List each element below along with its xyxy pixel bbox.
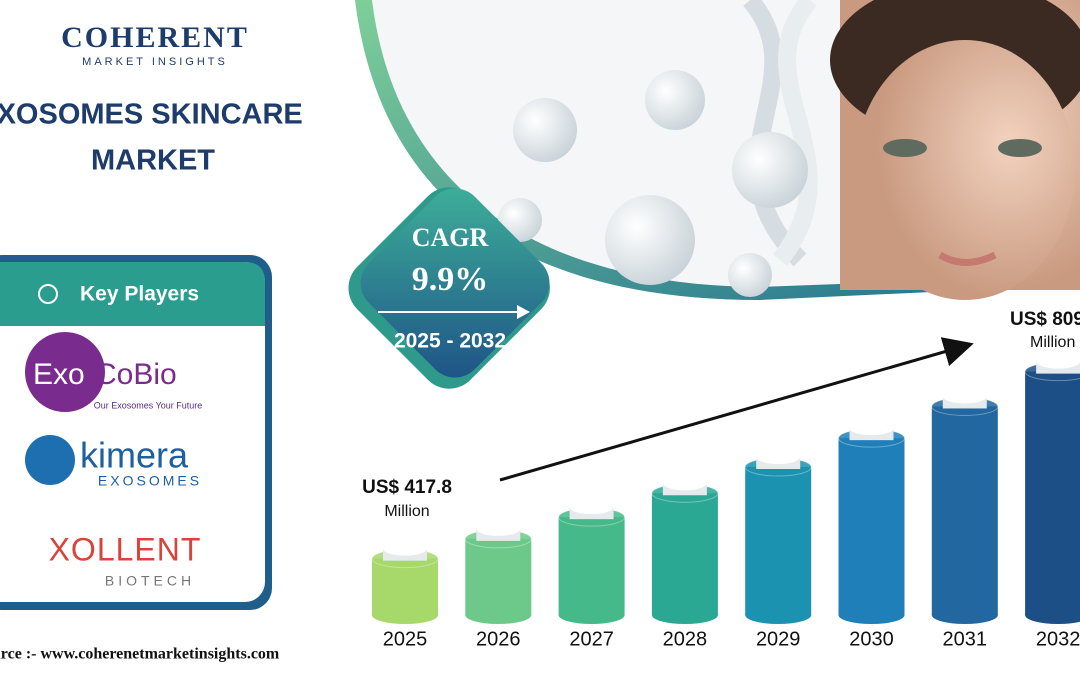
- x-tick-label: 2032: [1036, 628, 1080, 650]
- title: EXOSOMES SKINCARE: [0, 99, 303, 131]
- brand-sub: MARKET INSIGHTS: [82, 56, 228, 68]
- bar: [372, 558, 438, 615]
- x-tick-label: 2028: [663, 628, 708, 650]
- start-value-unit: Million: [384, 503, 429, 520]
- bar-cap-top: [476, 521, 521, 536]
- x-tick-label: 2029: [756, 628, 801, 650]
- bar: [558, 517, 625, 615]
- title: MARKET: [91, 145, 215, 177]
- bar-cap-top: [1036, 354, 1080, 369]
- cagr-value: 9.9%: [412, 261, 489, 298]
- cylinder: [838, 421, 905, 624]
- bar-cap-top: [383, 541, 427, 556]
- bar-chart: US$ 417.8 Million US$ 809 Million 2025 20…: [362, 309, 1080, 650]
- bar-cap-top: [756, 450, 801, 465]
- end-value-unit: Million: [1030, 334, 1075, 351]
- player-name: CoBio: [95, 358, 177, 391]
- bar-cap-top: [662, 476, 707, 491]
- x-tick-label: 2025: [383, 628, 428, 650]
- player-name: Exo: [33, 358, 85, 391]
- bar-cap-top: [569, 500, 614, 515]
- cylinder: [651, 476, 719, 624]
- panel-heading: Key Players: [80, 283, 199, 306]
- player-tagline: Our Exosomes Your Future: [94, 400, 203, 410]
- source: Source :- www.coherenetmarketinsights.co…: [0, 646, 280, 663]
- bar: [1025, 371, 1080, 615]
- x-tick-label: 2030: [849, 628, 894, 650]
- end-value-label: US$ 809: [1010, 309, 1080, 330]
- key-players-panel: Key Players Exo CoBio Our Exosomes Your …: [0, 255, 272, 610]
- cagr-period: 2025 - 2032: [394, 330, 506, 353]
- bar-cap-top: [849, 421, 894, 436]
- cylinder: [371, 541, 439, 624]
- bar: [745, 467, 812, 615]
- player-name: XOLLENT: [49, 531, 202, 567]
- start-value-label: US$ 417.8: [362, 477, 452, 498]
- cagr-badge: CAGR 9.9% 2025 - 2032: [348, 187, 550, 389]
- cylinder: [1024, 354, 1080, 624]
- x-tick-label: 2026: [476, 628, 521, 650]
- cagr-label: CAGR: [412, 223, 489, 252]
- cylinder: [931, 389, 999, 624]
- trend-arrow: [499, 337, 974, 482]
- player-sub: EXOSOMES: [98, 473, 202, 489]
- hero-image: [355, 0, 1080, 300]
- x-tick-label: 2031: [943, 628, 988, 650]
- cylinder: [744, 450, 812, 624]
- bar: [465, 538, 532, 615]
- bar-cap-top: [942, 389, 987, 404]
- player-name: kimera: [80, 435, 189, 476]
- bar: [931, 406, 998, 615]
- bar: [838, 438, 905, 615]
- x-tick-label: 2027: [569, 628, 614, 650]
- bar: [651, 493, 718, 615]
- cylinder: [464, 521, 532, 624]
- cylinder: [558, 500, 626, 624]
- player-sub: BIOTECH: [105, 573, 195, 589]
- brand: COHERENT: [61, 21, 249, 54]
